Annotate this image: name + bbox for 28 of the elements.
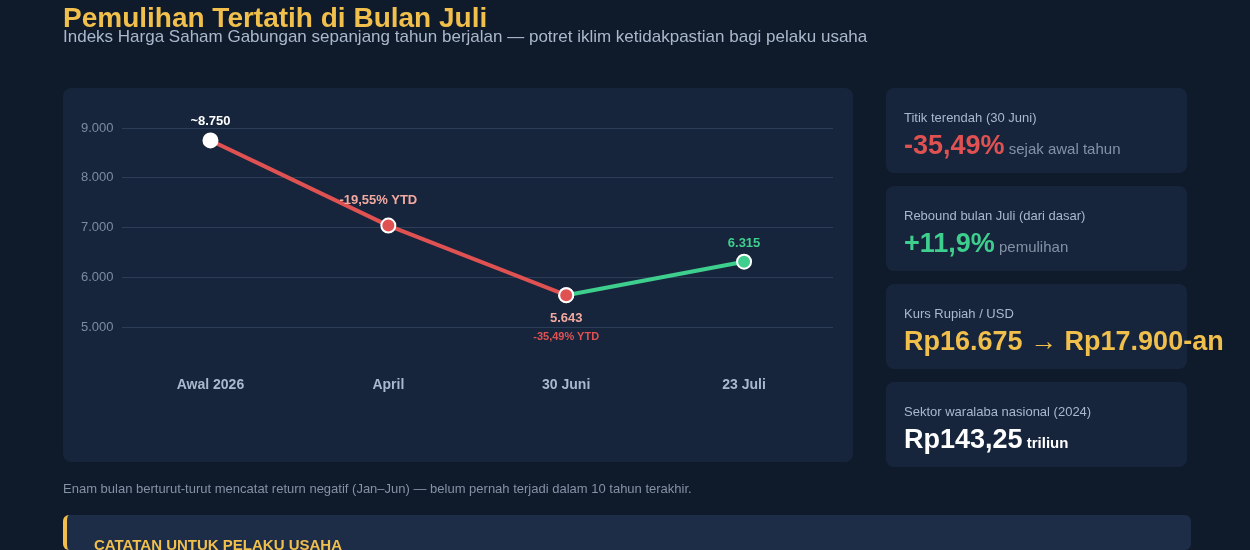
y-tick-label: 9.000: [80, 119, 114, 135]
y-tick-label: 7.000: [80, 219, 114, 235]
text: pemulihan: [998, 238, 1069, 255]
y-tick-label: 8.000: [80, 169, 114, 185]
text: sejak awal tahun: [1007, 140, 1121, 157]
text: Sektor waralaba nasional (2024): [904, 404, 1092, 419]
x-tick-label: 23 Juli: [722, 376, 766, 393]
text: Rebound bulan Juli (dari dasar): [904, 208, 1086, 223]
text: Rp143,25: [904, 424, 1023, 454]
text: Rp16.675 → Rp17.900-an: [904, 326, 1224, 357]
y-tick-label: 6.000: [80, 268, 114, 284]
x-tick-label: Awal 2026: [176, 376, 245, 393]
y-tick-label: 5.000: [80, 318, 114, 334]
text: Titik terendah (30 Juni): [904, 110, 1037, 125]
data-label: ~8.750: [190, 113, 231, 129]
annotation: -19,55% YTD: [339, 191, 418, 207]
chart-subtitle: Indeks Harga Saham Gabungan sepanjang tahun berjalan — potret iklim ketidakpastian bagi pelaku usaha: [63, 27, 868, 47]
text: Kurs Rupiah / USD: [904, 306, 1014, 321]
x-tick-label: April: [372, 376, 405, 393]
data-label: 6.315: [727, 234, 761, 250]
text: Enam bulan berturut-turut mencatat return negatif (Jan–Jun) — belum pernah terjadi dalam 10 tahun terakhir.: [63, 481, 692, 496]
text: -35,49% YTD: [533, 330, 600, 343]
text: CATATAN UNTUK PELAKU USAHA: [94, 536, 343, 550]
x-tick-label: 30 Juni: [542, 376, 591, 393]
text: +11,9%: [904, 228, 995, 258]
text: -35,49%: [904, 130, 1005, 160]
text: triliun: [1025, 434, 1069, 451]
data-label: 5.643: [549, 310, 583, 326]
